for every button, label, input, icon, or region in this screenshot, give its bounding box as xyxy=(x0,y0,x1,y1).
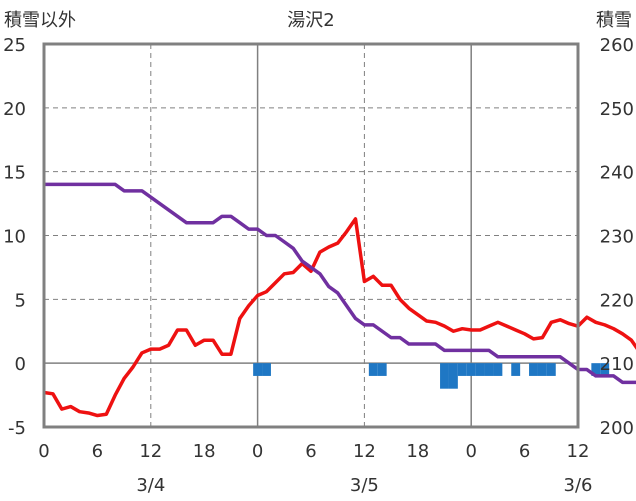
y-left-tick-label: 10 xyxy=(3,227,26,248)
x-tick-label: 6 xyxy=(305,441,316,462)
x-tick-label: 0 xyxy=(465,441,476,462)
y-left-tick-label: 0 xyxy=(15,354,26,375)
y-right-tick-label: 250 xyxy=(600,99,634,120)
y-left-tick-label: -5 xyxy=(8,418,26,439)
precip-bar-15 xyxy=(591,363,601,376)
y-right-tick-labels: 260 250 240 230 220 210 200 xyxy=(600,35,634,439)
precip-bar-14 xyxy=(546,363,556,376)
plot-frame xyxy=(42,42,580,429)
date-label: 3/5 xyxy=(350,475,379,496)
precip-bar-10 xyxy=(493,363,503,376)
precip-bar-16 xyxy=(600,363,610,376)
x-tick-label: 12 xyxy=(567,441,590,462)
precip-bar-12 xyxy=(529,363,538,376)
date-labels: 3/4 3/5 3/6 xyxy=(136,475,592,496)
x-tick-label: 18 xyxy=(406,441,429,462)
precip-bar-2 xyxy=(368,363,378,376)
y-right-tick-label: 260 xyxy=(600,35,634,56)
x-tick-label: 6 xyxy=(519,441,530,462)
y-left-tick-label: 25 xyxy=(3,35,26,56)
series-lines xyxy=(43,182,636,418)
precip-bar-8 xyxy=(475,363,485,376)
x-tick-label: 0 xyxy=(252,441,263,462)
precip-bar-9 xyxy=(484,363,494,376)
y-left-tick-label: 20 xyxy=(3,99,26,120)
date-label: 3/6 xyxy=(564,475,593,496)
precipitation-bars xyxy=(253,363,610,389)
y-right-tick-label: 210 xyxy=(600,354,634,375)
chart-title: 湯沢2 xyxy=(287,10,334,31)
y-left-tick-label: 15 xyxy=(3,163,26,184)
snow-depth-line xyxy=(44,182,636,385)
y-right-axis-label: 積雪 xyxy=(596,10,632,31)
y-left-tick-labels: 25 20 15 10 5 0 -5 xyxy=(3,35,26,439)
precip-bar-11 xyxy=(511,363,521,376)
y-right-tick-label: 220 xyxy=(600,290,634,311)
precip-bar-1 xyxy=(262,363,271,376)
precip-bar-3 xyxy=(377,363,387,376)
x-tick-label: 18 xyxy=(193,441,216,462)
y-right-tick-label: 230 xyxy=(600,227,634,248)
precip-bar-6 xyxy=(457,363,467,376)
precip-bar-5 xyxy=(448,363,458,389)
date-label: 3/4 xyxy=(136,475,165,496)
y-left-axis-label: 積雪以外 xyxy=(4,10,76,31)
y-right-tick-label: 240 xyxy=(600,163,634,184)
precip-bar-7 xyxy=(466,363,476,376)
y-right-tick-label: 200 xyxy=(600,418,634,439)
x-tick-label: 12 xyxy=(139,441,162,462)
temperature-line xyxy=(43,217,636,418)
precip-bar-4 xyxy=(440,363,449,389)
precip-bar-13 xyxy=(537,363,547,376)
y-left-tick-label: 5 xyxy=(15,290,26,311)
x-tick-labels: 0 6 12 18 0 6 12 18 0 6 12 xyxy=(38,441,589,462)
x-tick-label: 0 xyxy=(38,441,49,462)
x-tick-label: 12 xyxy=(353,441,376,462)
precip-bar-0 xyxy=(253,363,263,376)
x-tick-label: 6 xyxy=(92,441,103,462)
